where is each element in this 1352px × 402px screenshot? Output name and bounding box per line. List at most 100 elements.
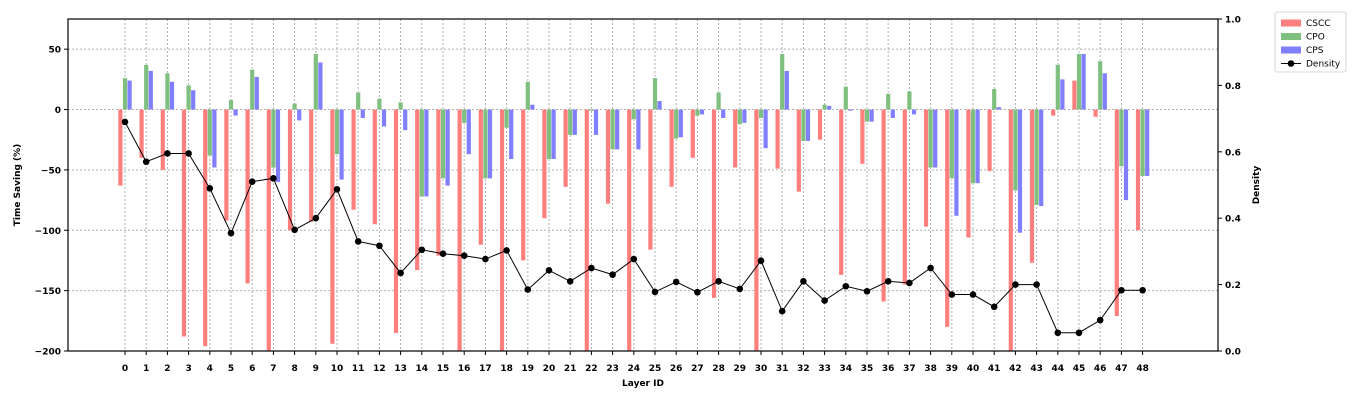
bar-cscc bbox=[372, 109, 377, 225]
bar-cpo bbox=[737, 109, 742, 125]
x-tick-label: 23 bbox=[606, 364, 619, 374]
bar-cps bbox=[1039, 109, 1044, 207]
y-tick-label: −50 bbox=[41, 166, 61, 176]
bar-cps bbox=[657, 101, 662, 110]
x-tick-label: 26 bbox=[670, 364, 683, 374]
bar-cps bbox=[721, 109, 726, 118]
x-tick-label: 8 bbox=[291, 364, 297, 374]
bar-cps bbox=[212, 109, 217, 168]
x-tick-label: 19 bbox=[522, 364, 535, 374]
bar-cscc bbox=[1072, 80, 1077, 110]
bar-cscc bbox=[287, 109, 293, 231]
bar-cpo bbox=[801, 109, 806, 141]
axes-layer bbox=[67, 18, 1219, 352]
bar-cscc bbox=[817, 109, 823, 140]
x-tick-label: 16 bbox=[458, 364, 471, 374]
x-tick-label: 48 bbox=[1136, 364, 1149, 374]
bar-cpo bbox=[228, 99, 234, 110]
bar-cpo bbox=[1076, 54, 1082, 110]
x-tick-label: 0 bbox=[122, 364, 128, 374]
bar-cpo bbox=[716, 92, 721, 110]
bar-cps bbox=[1145, 109, 1150, 176]
bar-cps bbox=[1017, 109, 1023, 233]
density-point bbox=[736, 285, 744, 293]
bar-cps bbox=[339, 109, 344, 180]
bar-cpo bbox=[695, 109, 700, 116]
bar-cscc bbox=[1051, 109, 1056, 116]
x-tick-label: 36 bbox=[882, 364, 895, 374]
bar-cps bbox=[487, 109, 493, 179]
y2-axis-title: Density bbox=[1252, 166, 1262, 205]
bars-layer bbox=[118, 54, 1150, 351]
x-tick-label: 5 bbox=[228, 364, 234, 374]
bar-cscc bbox=[860, 109, 865, 164]
bar-cscc bbox=[839, 109, 844, 275]
bar-cps bbox=[169, 81, 175, 110]
bar-cpo bbox=[780, 54, 785, 110]
bar-cpo bbox=[546, 109, 552, 160]
bar-cps bbox=[593, 109, 599, 135]
legend-swatch-cpo bbox=[1281, 33, 1301, 40]
bar-cpo bbox=[907, 91, 912, 110]
bar-cpo bbox=[928, 109, 933, 168]
density-point bbox=[842, 282, 850, 290]
bar-cpo bbox=[165, 73, 170, 110]
x-tick-label: 15 bbox=[437, 364, 450, 374]
bar-cpo bbox=[568, 109, 573, 135]
density-point bbox=[566, 277, 574, 285]
bar-cps bbox=[1081, 54, 1086, 110]
x-tick-label: 37 bbox=[903, 364, 916, 374]
bar-cpo bbox=[207, 109, 212, 156]
density-point bbox=[439, 250, 447, 258]
bar-cscc bbox=[690, 109, 695, 158]
grid-layer bbox=[68, 19, 1218, 351]
bar-cpo bbox=[144, 64, 149, 110]
density-point bbox=[1075, 329, 1083, 337]
bar-cscc bbox=[393, 109, 399, 333]
bar-cps bbox=[1060, 79, 1065, 110]
bar-cps bbox=[827, 105, 832, 110]
bar-cscc bbox=[711, 109, 717, 298]
bar-cps bbox=[509, 109, 514, 160]
bar-cps bbox=[996, 107, 1001, 110]
bar-cps bbox=[848, 109, 853, 111]
density-point bbox=[460, 252, 468, 260]
y2-tick-label: 0.4 bbox=[1225, 215, 1241, 225]
density-point bbox=[990, 303, 998, 311]
bar-cscc bbox=[415, 109, 420, 271]
bar-cscc bbox=[436, 109, 441, 256]
bar-cscc bbox=[775, 109, 780, 169]
bar-cpo bbox=[1098, 61, 1103, 110]
bar-cpo bbox=[377, 98, 382, 110]
bar-cpo bbox=[992, 89, 997, 110]
x-tick-label: 43 bbox=[1030, 364, 1043, 374]
density-point bbox=[333, 186, 341, 193]
legend-label-cps: CPS bbox=[1306, 46, 1324, 56]
bar-cpo bbox=[843, 86, 848, 110]
bar-cscc bbox=[1114, 109, 1119, 316]
bar-cscc bbox=[266, 109, 271, 351]
bar-cps bbox=[466, 109, 471, 155]
x-tick-label: 45 bbox=[1073, 364, 1086, 374]
x-tick-label: 7 bbox=[270, 364, 276, 374]
density-point bbox=[821, 297, 828, 304]
bar-cpo bbox=[186, 85, 191, 110]
bar-cps bbox=[424, 109, 429, 197]
density-point bbox=[651, 288, 659, 296]
x-tick-label: 40 bbox=[967, 364, 980, 374]
bar-cpo bbox=[1013, 109, 1018, 191]
bar-cpo bbox=[1034, 109, 1039, 205]
x-tick-label: 42 bbox=[1009, 364, 1022, 374]
density-point bbox=[206, 185, 214, 192]
bar-cscc bbox=[542, 109, 547, 219]
density-point bbox=[588, 264, 595, 272]
bar-cps bbox=[275, 109, 281, 182]
bar-cscc bbox=[499, 109, 505, 351]
x-tick-label: 32 bbox=[797, 364, 810, 374]
bar-cps bbox=[572, 109, 577, 135]
bar-cpo bbox=[674, 109, 679, 139]
density-point bbox=[927, 264, 934, 272]
x-tick-label: 25 bbox=[649, 364, 662, 374]
bar-cpo bbox=[652, 78, 658, 110]
bar-cpo bbox=[462, 109, 467, 123]
